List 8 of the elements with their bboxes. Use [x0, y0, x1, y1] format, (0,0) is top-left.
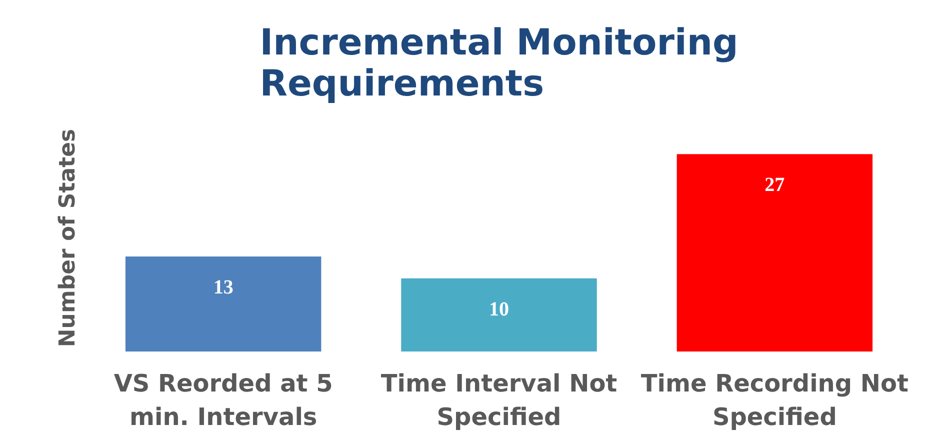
- x-tick-label: VS Reorded at 5 min. Intervals: [114, 370, 333, 432]
- data-label: 27: [764, 174, 785, 196]
- data-label: 10: [489, 298, 509, 320]
- x-tick-label: Time Recording Not Specified: [640, 370, 908, 432]
- y-axis-title: Number of States: [56, 128, 80, 348]
- data-label: 13: [213, 276, 234, 298]
- chart-title: Incremental Monitoring Requirements: [260, 22, 738, 104]
- x-tick-label: Time Interval Not Specified: [380, 370, 618, 432]
